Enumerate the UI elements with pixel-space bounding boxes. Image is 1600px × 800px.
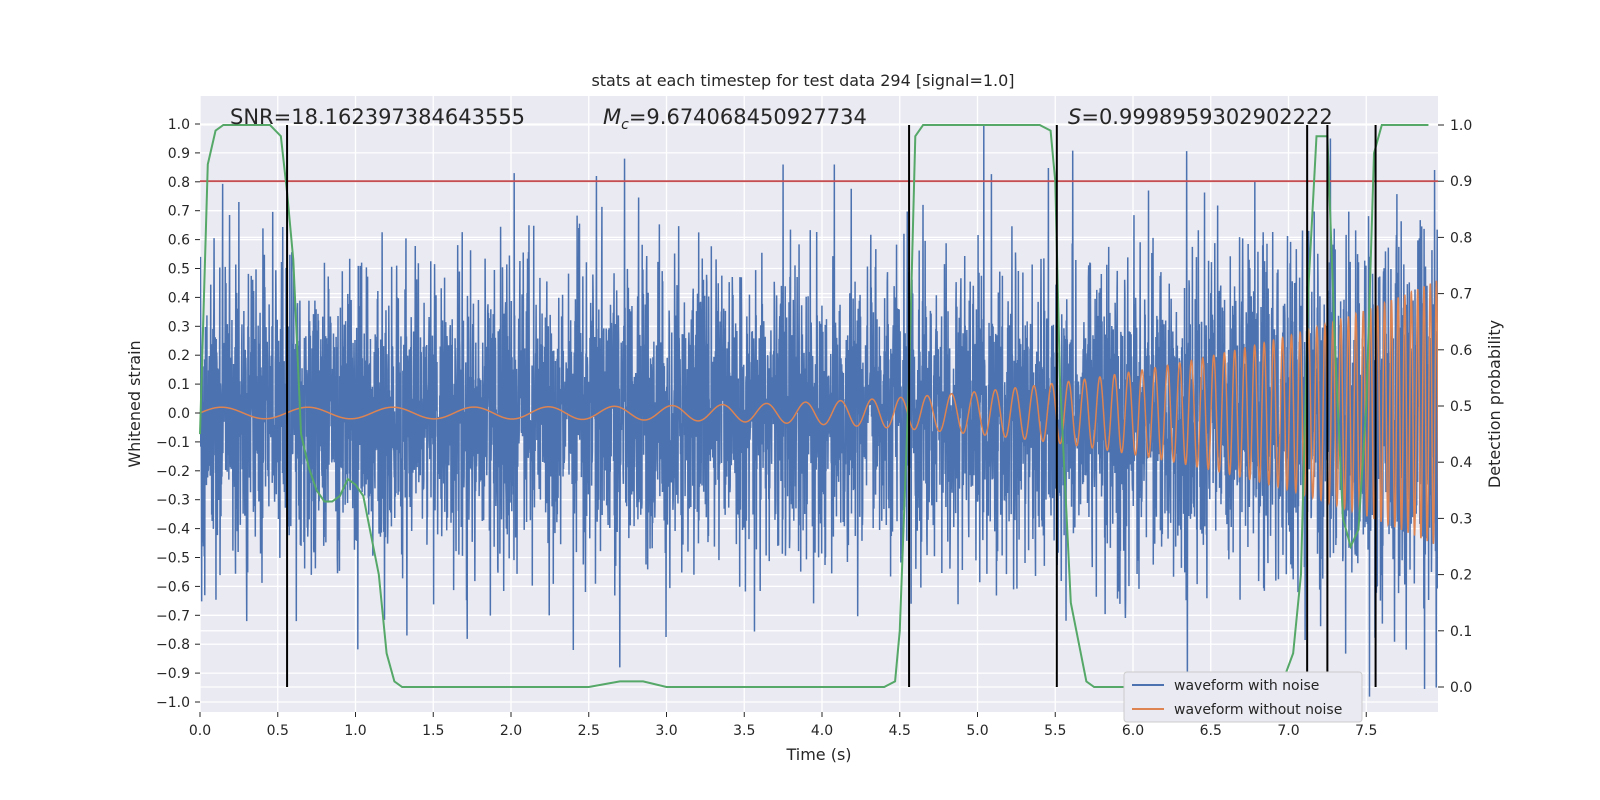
- y-tick-label: 0.2: [168, 348, 190, 364]
- detection-probability-line: [199, 124, 1429, 688]
- y-tick-label: 0.4: [168, 290, 190, 306]
- y-tick-label: −1.0: [156, 695, 190, 711]
- x-tick-label: 7.5: [1355, 723, 1377, 739]
- x-tick-label: 0.0: [189, 723, 211, 739]
- right-y-tick-label: 0.3: [1450, 511, 1472, 527]
- y-tick-label: 0.5: [168, 262, 190, 278]
- right-y-tick-label: 1.0: [1450, 118, 1472, 134]
- right-y-axis-ticks: 1.0 0.9 0.8 0.7 0.6 0.5 0.4 0.3 0.2 0.1 0.0: [1438, 118, 1472, 696]
- waveform-with-noise-line: [200, 123, 1438, 697]
- x-axis-label: Time (s): [785, 745, 851, 764]
- y-tick-label: 0.8: [168, 175, 190, 191]
- legend-label-clean: waveform without noise: [1174, 702, 1342, 718]
- right-y-tick-label: 0.7: [1450, 287, 1472, 303]
- right-y-tick-label: 0.4: [1450, 455, 1472, 471]
- x-tick-label: 7.0: [1277, 723, 1299, 739]
- y-axis-label: Whitened strain: [125, 340, 144, 467]
- right-y-tick-label: 0.2: [1450, 568, 1472, 584]
- y-tick-label: −0.8: [156, 637, 190, 653]
- y-tick-label: −0.4: [156, 522, 190, 538]
- x-tick-label: 3.5: [733, 723, 755, 739]
- y-tick-label: −0.7: [156, 608, 190, 624]
- x-tick-label: 1.0: [344, 723, 366, 739]
- x-tick-label: 5.0: [966, 723, 988, 739]
- x-tick-label: 1.5: [422, 723, 444, 739]
- legend-box: [1123, 671, 1363, 723]
- y-tick-label: −0.9: [156, 666, 190, 682]
- x-tick-label: 3.0: [655, 723, 677, 739]
- score-annotation: S=0.9998959302902222: [1068, 105, 1333, 129]
- y-tick-label: −0.5: [156, 551, 190, 567]
- right-y-tick-label: 0.9: [1450, 174, 1472, 190]
- right-y-tick-label: 0.6: [1450, 343, 1472, 359]
- y-axis-ticks: 1.0 0.9 0.8 0.7 0.6 0.5 0.4 0.3 0.2 0.1 0.0 −0.1 −0.…: [156, 117, 200, 711]
- waveform-without-noise-line: [200, 280, 1438, 544]
- right-y-tick-label: 0.8: [1450, 230, 1472, 246]
- x-tick-label: 5.5: [1044, 723, 1066, 739]
- x-tick-label: 2.0: [500, 723, 522, 739]
- y-tick-label: −0.1: [156, 435, 190, 451]
- snr-annotation: SNR=18.162397384643555: [230, 105, 525, 129]
- right-y-tick-label: 0.5: [1450, 399, 1472, 415]
- x-axis-ticks: 0.0 0.5 1.0 1.5 2.0 2.5 3.0 3.5 4.0 4.5 5.0 5.5 6.0 6…: [189, 712, 1377, 739]
- legend-label-noisy: waveform with noise: [1174, 678, 1319, 694]
- detection-probability-series: [199, 124, 1429, 688]
- x-tick-label: 2.5: [578, 723, 600, 739]
- waveform-without-noise-series: [200, 280, 1438, 544]
- y-tick-label: 0.6: [168, 233, 190, 249]
- y-tick-label: 0.9: [168, 146, 190, 162]
- x-tick-label: 0.5: [267, 723, 289, 739]
- y-tick-label: 0.0: [168, 406, 190, 422]
- y-tick-label: −0.6: [156, 579, 190, 595]
- right-y-tick-label: 0.1: [1450, 624, 1472, 640]
- chart-title: stats at each timestep for test data 294…: [591, 71, 1014, 90]
- y-tick-label: 0.7: [168, 204, 190, 220]
- y-tick-label: −0.3: [156, 493, 190, 509]
- waveform-with-noise-series: [200, 123, 1438, 697]
- y-tick-label: 0.1: [168, 377, 190, 393]
- x-tick-label: 6.0: [1122, 723, 1144, 739]
- y-tick-label: 0.3: [168, 319, 190, 335]
- y-tick-label: 1.0: [168, 117, 190, 133]
- x-tick-label: 4.0: [811, 723, 833, 739]
- chirp-mass-annotation: Mc=9.674068450927734: [603, 105, 867, 133]
- x-tick-label: 6.5: [1200, 723, 1222, 739]
- right-y-axis-label: Detection probability: [1485, 320, 1504, 488]
- right-y-tick-label: 0.0: [1450, 680, 1472, 696]
- detection-markers: [286, 125, 1377, 687]
- y-tick-label: −0.2: [156, 464, 190, 480]
- legend: waveform with noise waveform without noi…: [1123, 671, 1363, 723]
- x-tick-label: 4.5: [889, 723, 911, 739]
